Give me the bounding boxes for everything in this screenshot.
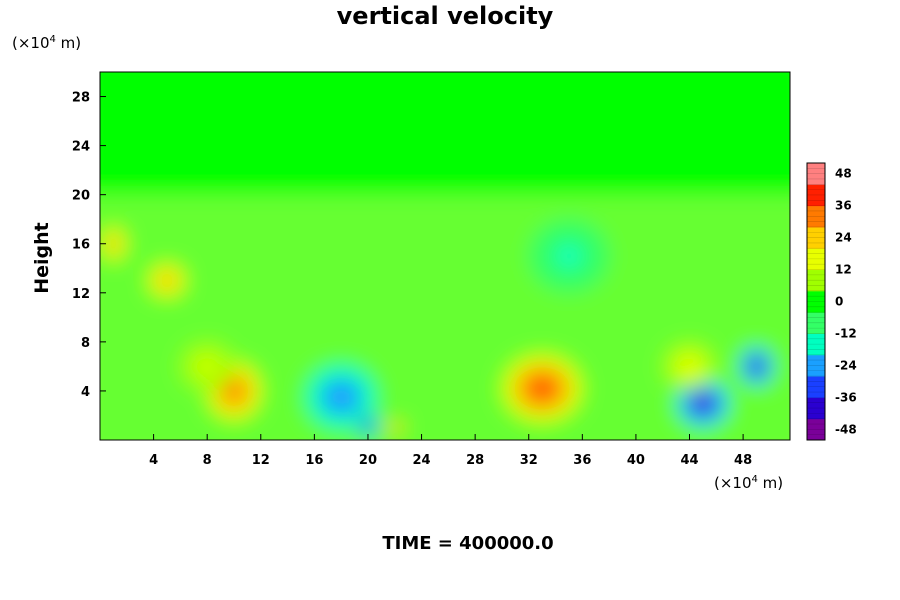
colorbar-tick-label: 48 xyxy=(835,167,852,181)
colorbar-segment xyxy=(807,205,825,228)
colorbar-segment xyxy=(807,290,825,313)
x-tick-label: 24 xyxy=(413,453,431,468)
velocity-cell xyxy=(499,351,586,426)
time-label: TIME = 400000.0 xyxy=(382,533,553,554)
velocity-cell xyxy=(146,262,188,299)
velocity-contour xyxy=(163,277,171,284)
velocity-contour xyxy=(229,385,239,397)
velocity-cell xyxy=(676,378,730,428)
x-tick-label: 40 xyxy=(627,453,645,468)
colorbar-tick-label: 36 xyxy=(835,199,852,213)
velocity-contour xyxy=(685,362,694,371)
colorbar-segment xyxy=(807,184,825,207)
velocity-contour xyxy=(698,399,708,408)
velocity-cell xyxy=(180,341,234,391)
colorbar: -48 -36 -24 -12 0 12 24 36 48 xyxy=(806,162,857,441)
velocity-cell xyxy=(662,341,717,391)
y-axis-label: Height xyxy=(31,222,53,294)
y-tick-label: 24 xyxy=(72,140,90,155)
colorbar-segment xyxy=(807,354,825,377)
y-tick-label: 4 xyxy=(81,385,90,400)
colorbar-segment xyxy=(807,269,825,292)
y-axis-ticks: 4 8 12 16 20 24 28 xyxy=(72,91,106,400)
plot-frame xyxy=(99,71,791,441)
colorbar-segment xyxy=(807,418,825,441)
colorbar-tick-label: -48 xyxy=(835,422,857,436)
velocity-cell xyxy=(100,225,127,263)
colorbar-segment xyxy=(807,248,825,271)
x-tick-label: 44 xyxy=(680,453,698,468)
y-tick-label: 8 xyxy=(81,336,90,351)
velocity-contour xyxy=(391,424,398,431)
colorbar-tick-label: -36 xyxy=(835,390,857,404)
x-axis-ticks: 4 8 12 16 20 24 28 32 36 40 44 48 xyxy=(149,434,752,468)
velocity-contour xyxy=(562,249,576,263)
y-tick-label: 12 xyxy=(72,287,90,302)
heatmap-field xyxy=(100,72,790,440)
velocity-cell xyxy=(354,413,382,438)
colorbar-tick-label: -24 xyxy=(835,358,857,372)
velocity-contour xyxy=(534,382,550,395)
velocity-contour xyxy=(110,240,117,247)
colorbar-tick-label: 24 xyxy=(835,231,852,245)
x-tick-label: 28 xyxy=(466,453,484,468)
chart-title: vertical velocity xyxy=(337,2,554,30)
colorbar-segment xyxy=(807,333,825,356)
field-upper-base xyxy=(100,72,790,195)
velocity-contour xyxy=(334,390,348,404)
x-tick-label: 20 xyxy=(359,453,377,468)
y-tick-label: 28 xyxy=(72,91,90,106)
colorbar-segment xyxy=(807,376,825,398)
colorbar-segment xyxy=(807,163,825,185)
velocity-cell xyxy=(739,346,774,387)
velocity-cell xyxy=(384,421,406,434)
x-tick-label: 8 xyxy=(203,453,212,468)
colorbar-tick-label: 0 xyxy=(835,295,843,309)
colorbar-segment xyxy=(807,312,825,334)
y-unit-label: (×104 m) xyxy=(12,34,81,52)
colorbar-frame xyxy=(806,162,826,441)
colorbar-tick-label: -12 xyxy=(835,326,857,340)
x-tick-label: 48 xyxy=(734,453,752,468)
x-tick-label: 32 xyxy=(520,453,538,468)
colorbar-segment xyxy=(807,226,825,249)
y-tick-label: 20 xyxy=(72,189,90,204)
x-tick-label: 36 xyxy=(573,453,591,468)
velocity-contour xyxy=(753,363,760,370)
y-tick-label: 16 xyxy=(72,238,90,253)
x-unit-label: (×104 m) xyxy=(714,474,783,492)
colorbar-tick-label: 12 xyxy=(835,263,852,277)
x-tick-label: 4 xyxy=(149,453,158,468)
x-tick-label: 16 xyxy=(305,453,323,468)
velocity-cell xyxy=(528,219,610,293)
x-tick-label: 12 xyxy=(252,453,270,468)
colorbar-segment xyxy=(807,397,825,420)
velocity-contour xyxy=(364,422,371,429)
velocity-contour xyxy=(202,362,212,371)
